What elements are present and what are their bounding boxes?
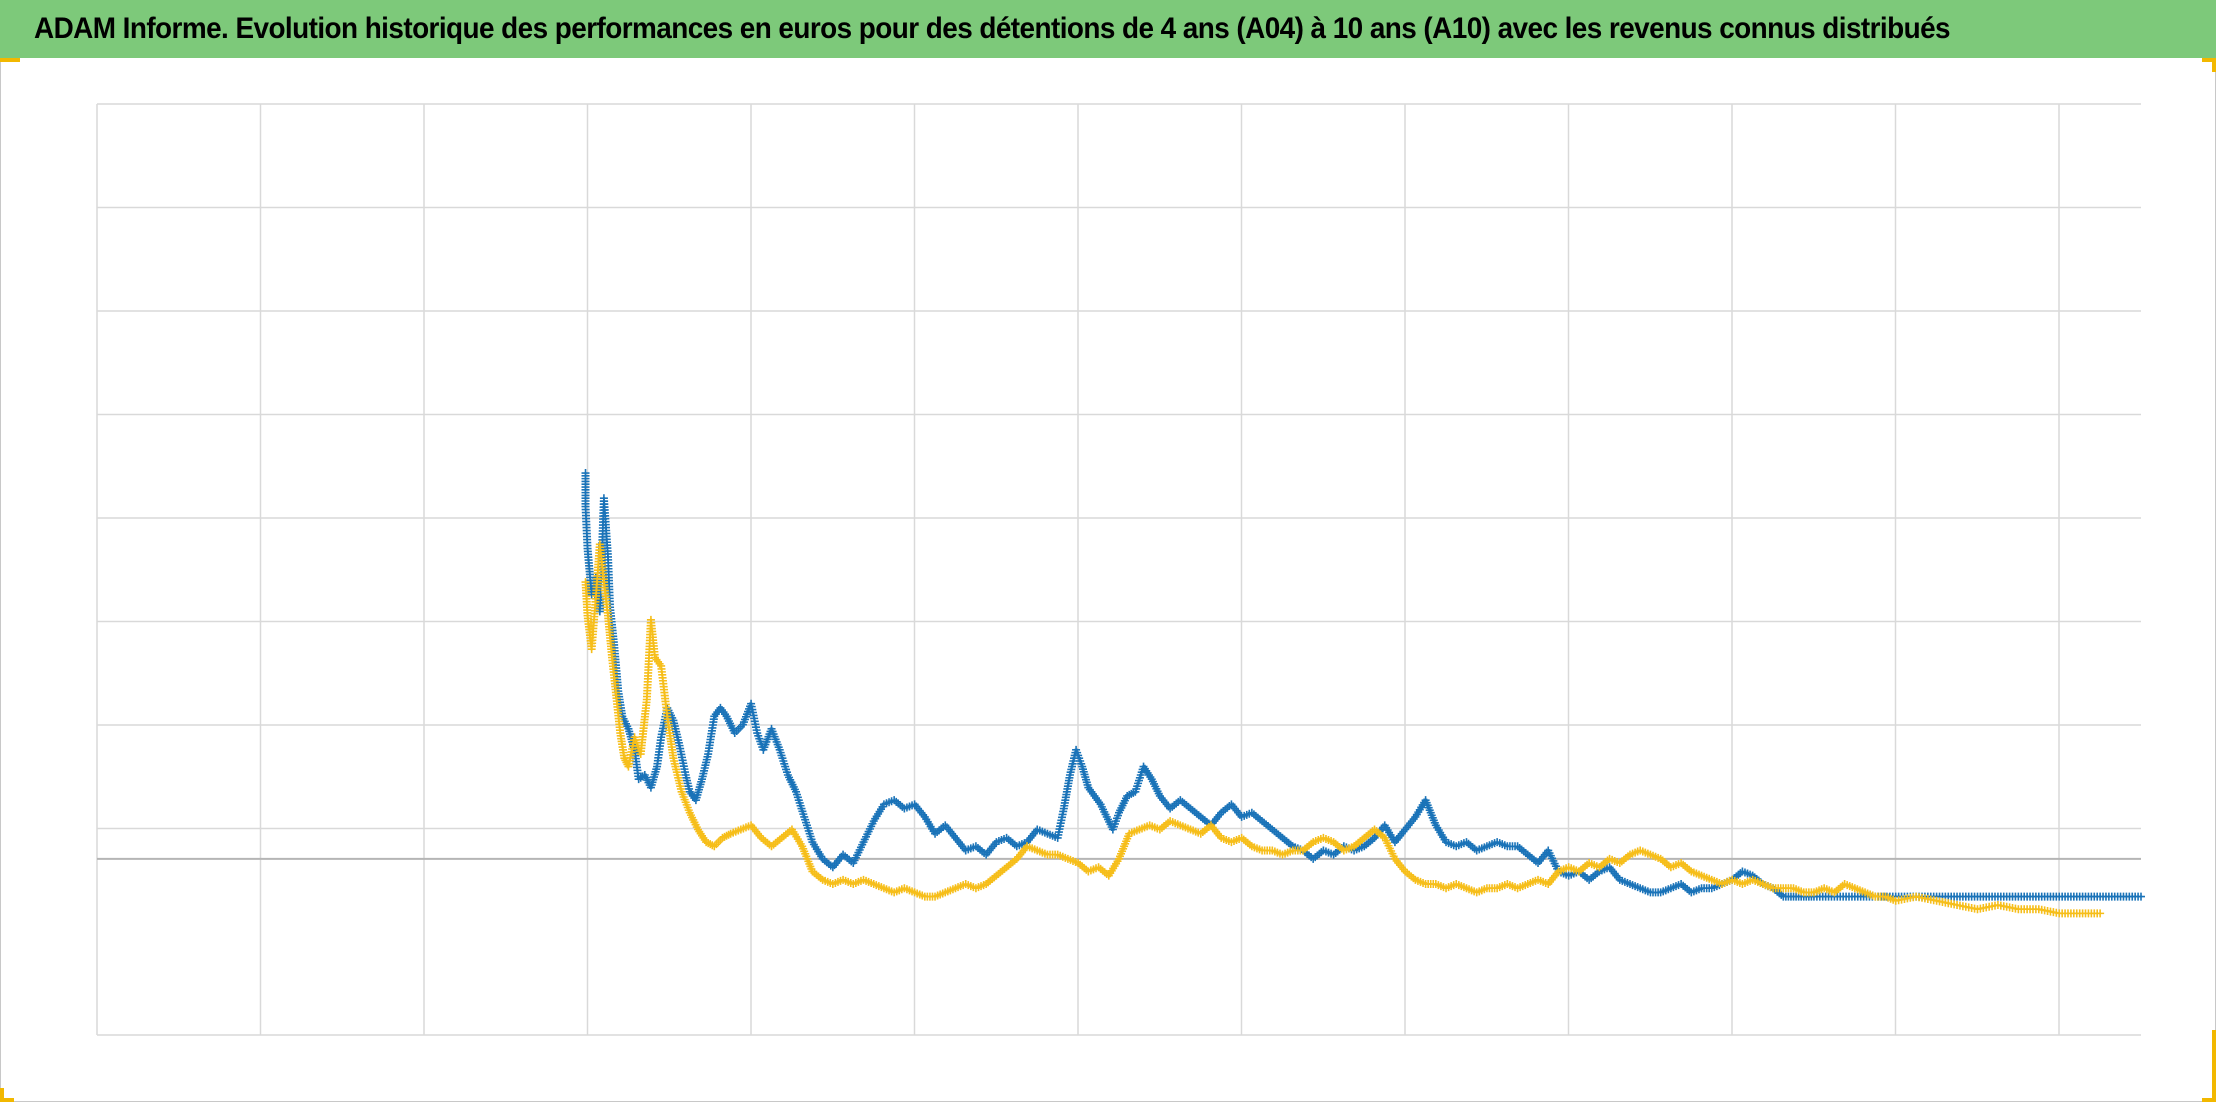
corner-accent-bottom-right	[2212, 1030, 2216, 1102]
corner-accent-bottom-left-h	[0, 1098, 14, 1102]
title-bar: ADAM Informe. Evolution historique des p…	[0, 0, 2216, 58]
grid-lines	[96, 103, 2141, 1036]
data-point	[2096, 909, 2105, 918]
corner-accent-bottom-right-h	[2202, 1098, 2216, 1102]
chart-title: ADAM Informe. Evolution historique des p…	[34, 12, 1951, 45]
series-layer	[581, 469, 2145, 918]
corner-accent-bottom-left	[0, 1088, 4, 1102]
corner-accent-top-right	[2212, 58, 2216, 72]
corner-accent-top-right-h	[2202, 58, 2216, 62]
data-point	[2137, 892, 2145, 901]
series-2	[581, 540, 2105, 918]
corner-accent-top-left	[0, 58, 20, 62]
